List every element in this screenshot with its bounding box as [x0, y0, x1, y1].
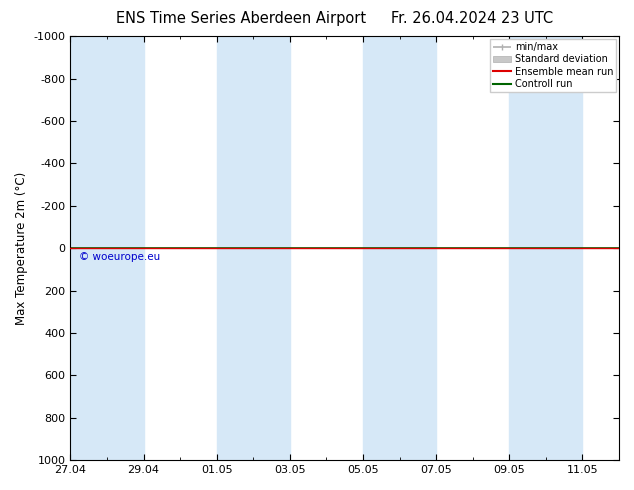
Bar: [70, 36, 143, 460]
Bar: [363, 36, 436, 460]
Text: Fr. 26.04.2024 23 UTC: Fr. 26.04.2024 23 UTC: [391, 11, 553, 26]
Legend: min/max, Standard deviation, Ensemble mean run, Controll run: min/max, Standard deviation, Ensemble me…: [490, 39, 616, 92]
Text: © woeurope.eu: © woeurope.eu: [79, 252, 160, 262]
Text: ENS Time Series Aberdeen Airport: ENS Time Series Aberdeen Airport: [116, 11, 366, 26]
Bar: [509, 36, 583, 460]
Y-axis label: Max Temperature 2m (°C): Max Temperature 2m (°C): [15, 172, 28, 325]
Bar: [217, 36, 290, 460]
